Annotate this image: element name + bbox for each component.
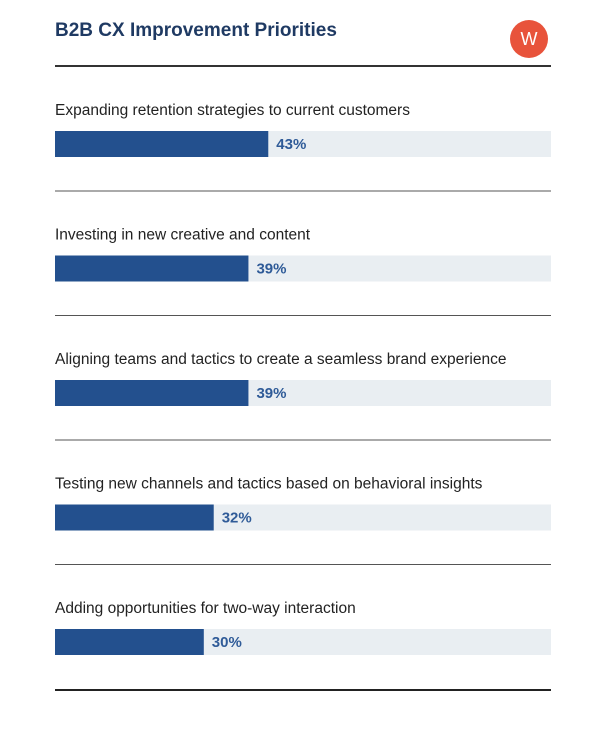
category-label: Aligning teams and tactics to create a s… [55, 351, 506, 368]
value-label: 39% [256, 385, 286, 402]
logo: W [521, 29, 538, 49]
category-label: Expanding retention strategies to curren… [55, 102, 410, 119]
category-label: Testing new channels and tactics based o… [55, 476, 483, 493]
value-label: 30% [212, 634, 242, 651]
bar [55, 380, 249, 406]
bar [55, 629, 204, 655]
bar [55, 504, 214, 531]
chart-title: B2B CX Improvement Priorities [55, 20, 337, 41]
logo-circle [510, 20, 548, 58]
bar [55, 255, 249, 282]
value-label: 39% [256, 260, 286, 277]
bar [55, 131, 269, 157]
value-label: 32% [222, 509, 252, 526]
category-label: Adding opportunities for two-way interac… [55, 600, 356, 617]
category-label: Investing in new creative and content [55, 227, 311, 244]
value-label: 43% [276, 136, 306, 153]
